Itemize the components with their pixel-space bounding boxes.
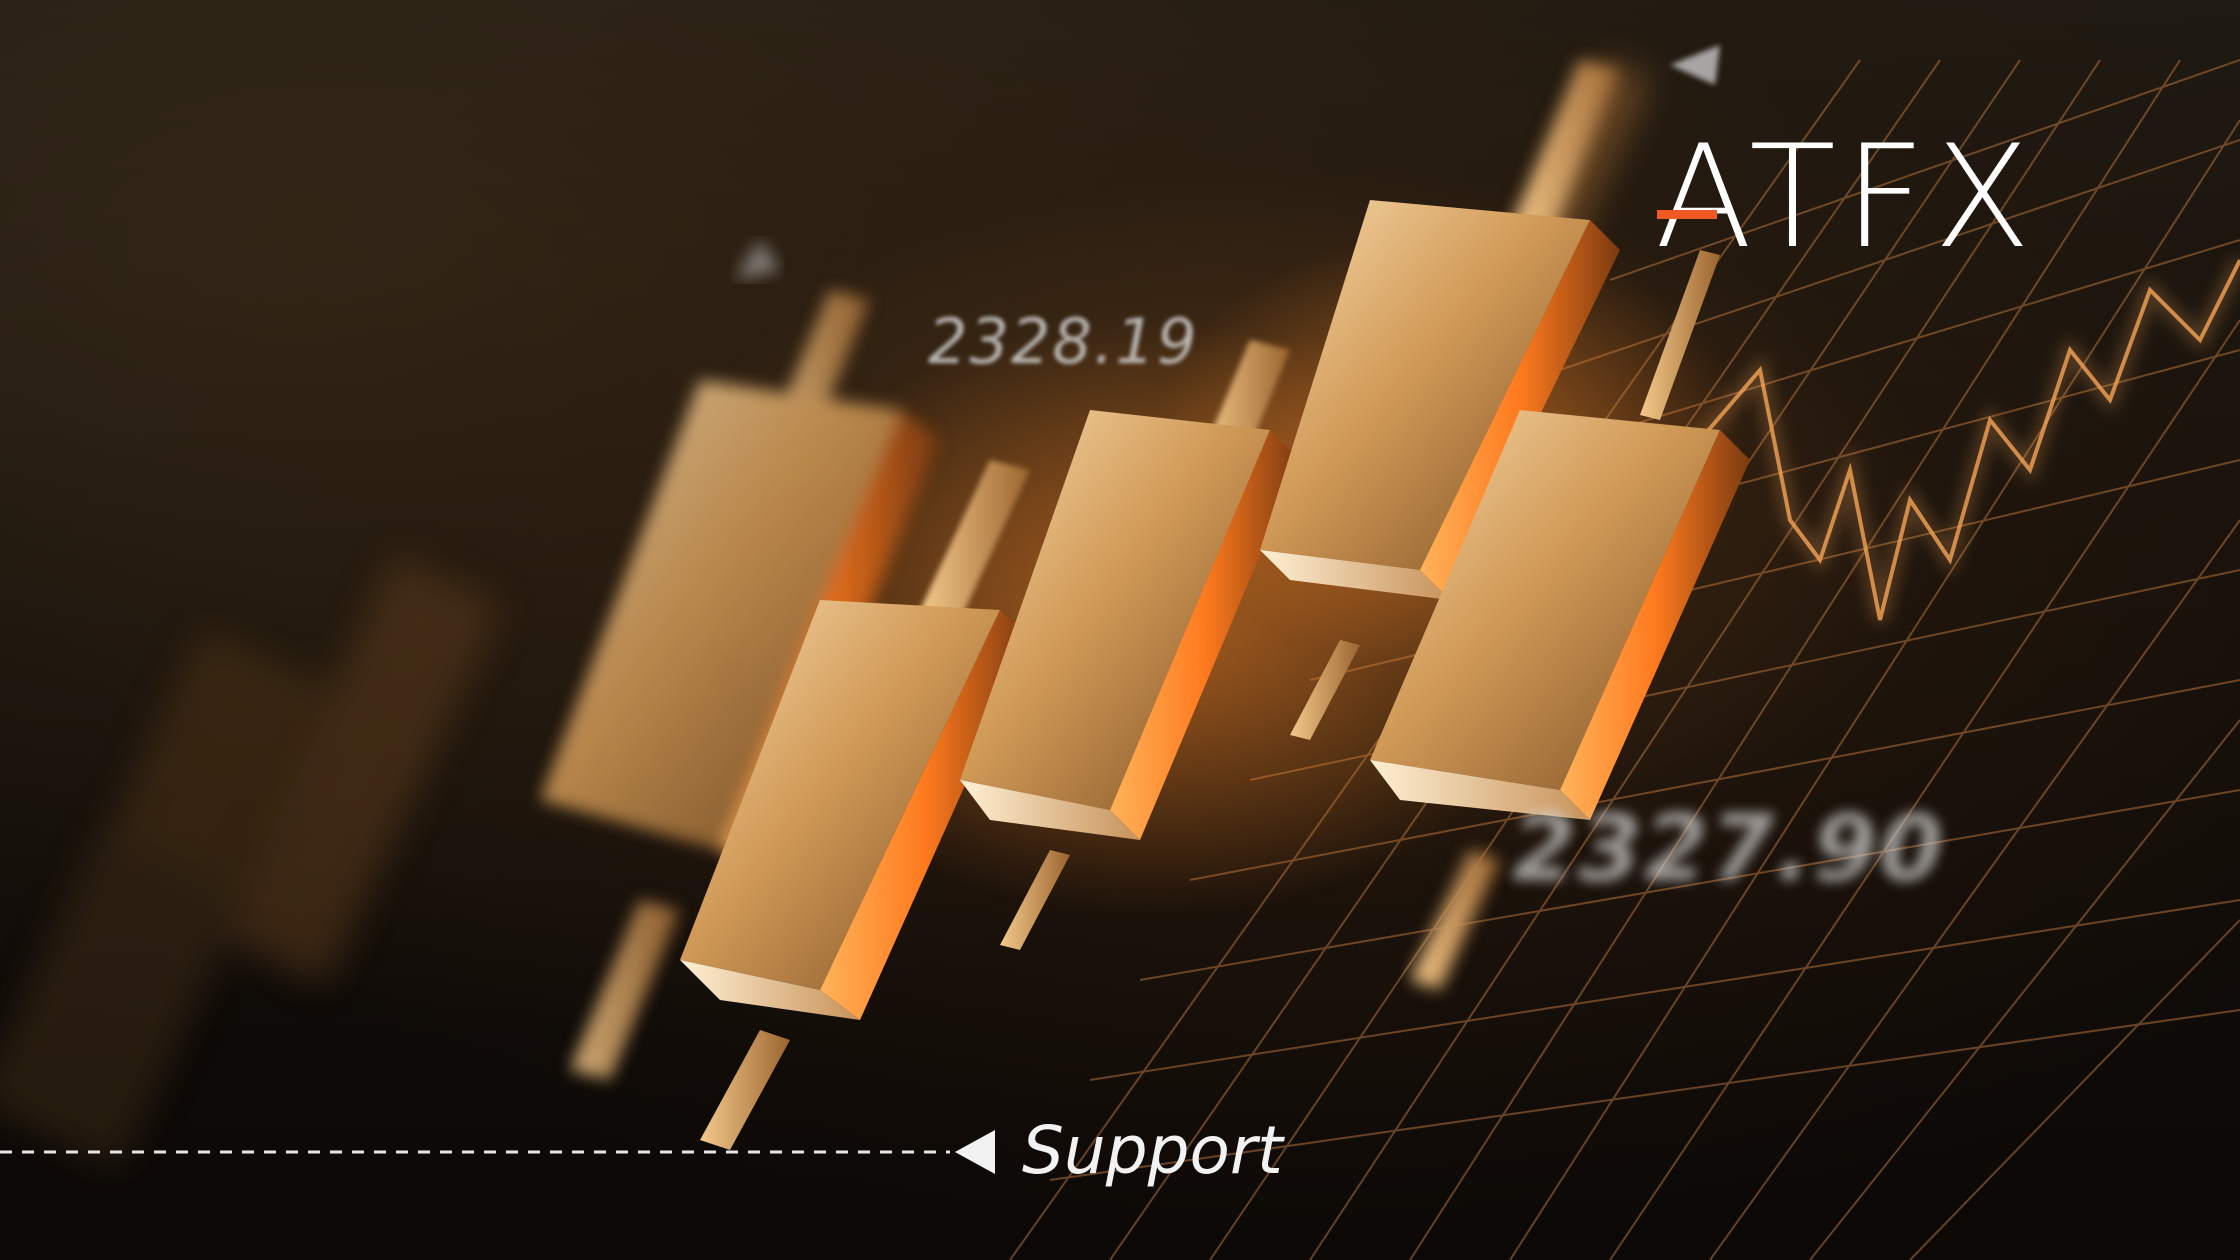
price-label-upper: 2328.19: [928, 305, 1199, 378]
candle-3: [960, 340, 1300, 950]
chart-grid: [1009, 59, 2240, 1260]
arrow-marker-top: [1670, 45, 1720, 85]
arrow-marker-left: [735, 240, 780, 280]
candle-5: [1370, 250, 1750, 990]
candle-2: [680, 460, 1030, 1150]
atfx-logo: ATFX: [1655, 127, 2035, 269]
background-bars: [0, 58, 1650, 1170]
support-label: Support: [1022, 1112, 1283, 1189]
logo-accent-bar: [1657, 210, 1717, 219]
support-arrow-icon: [955, 1130, 995, 1174]
logo-text: ATFX: [1655, 115, 2039, 280]
price-label-lower: 2327.90: [1512, 795, 1946, 902]
